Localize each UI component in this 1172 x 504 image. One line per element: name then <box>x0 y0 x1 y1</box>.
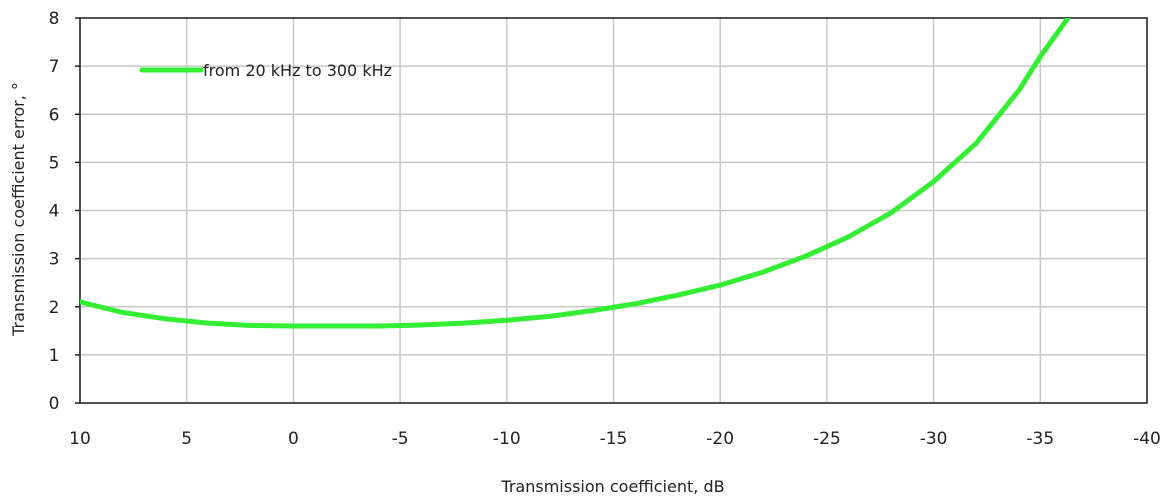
y-tick-label: 8 <box>49 9 60 29</box>
x-tick-label: -10 <box>493 429 521 449</box>
x-tick-label: -25 <box>813 429 841 449</box>
x-tick-label: 0 <box>288 429 299 449</box>
x-tick-label: -30 <box>920 429 948 449</box>
y-tick-label: 1 <box>49 346 60 366</box>
x-tick-label: 5 <box>181 429 192 449</box>
x-tick-label: 10 <box>69 429 91 449</box>
y-tick-labels: 0 1 2 3 4 5 6 7 8 <box>49 9 60 414</box>
x-tick-label: -15 <box>600 429 628 449</box>
x-tick-label: -40 <box>1133 429 1161 449</box>
x-axis-label: Transmission coefficient, dB <box>500 477 724 496</box>
y-tick-label: 6 <box>49 105 60 125</box>
y-tick-label: 5 <box>49 153 60 173</box>
legend: from 20 kHz to 300 kHz <box>139 61 392 80</box>
y-tick-label: 3 <box>49 250 60 270</box>
series-lines <box>80 18 1071 329</box>
legend-label: from 20 kHz to 300 kHz <box>203 61 392 80</box>
x-tick-label: -35 <box>1026 429 1054 449</box>
x-tick-labels: 10 5 0 -5 -10 -15 -20 -25 -30 -35 -40 <box>69 429 1161 449</box>
x-tick-label: -20 <box>706 429 734 449</box>
y-axis-label: Transmission coefficient error, ° <box>9 82 28 337</box>
y-tick-label: 4 <box>49 202 60 222</box>
y-tick-label: 2 <box>49 298 60 318</box>
y-tick-label: 0 <box>49 394 60 414</box>
x-tick-label: -5 <box>392 429 409 449</box>
y-tick-label: 7 <box>49 57 60 77</box>
series-line <box>80 18 1071 329</box>
axes <box>75 17 1148 404</box>
